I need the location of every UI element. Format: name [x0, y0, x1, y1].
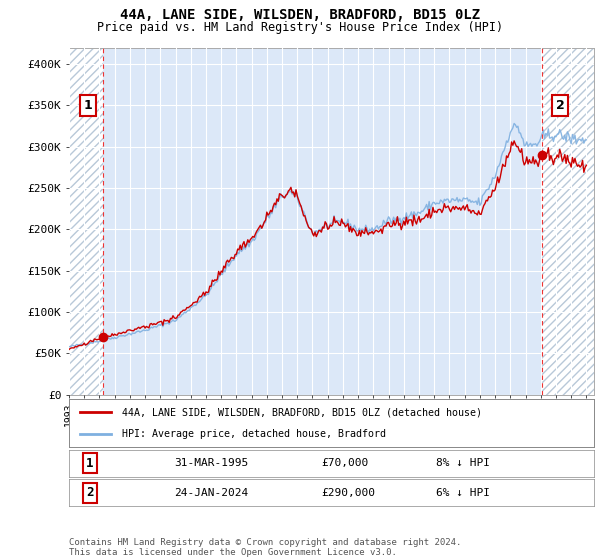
Text: 2: 2: [86, 486, 94, 500]
Text: £70,000: £70,000: [321, 458, 368, 468]
Text: 8% ↓ HPI: 8% ↓ HPI: [437, 458, 491, 468]
Bar: [542, 48, 594, 395]
Text: 6% ↓ HPI: 6% ↓ HPI: [437, 488, 491, 498]
Text: 1: 1: [86, 456, 94, 470]
Text: 24-JAN-2024: 24-JAN-2024: [174, 488, 248, 498]
Text: 44A, LANE SIDE, WILSDEN, BRADFORD, BD15 0LZ (detached house): 44A, LANE SIDE, WILSDEN, BRADFORD, BD15 …: [121, 407, 482, 417]
Text: Contains HM Land Registry data © Crown copyright and database right 2024.
This d: Contains HM Land Registry data © Crown c…: [69, 538, 461, 557]
Text: Price paid vs. HM Land Registry's House Price Index (HPI): Price paid vs. HM Land Registry's House …: [97, 21, 503, 34]
Text: £290,000: £290,000: [321, 488, 375, 498]
Text: 31-MAR-1995: 31-MAR-1995: [174, 458, 248, 468]
Text: HPI: Average price, detached house, Bradford: HPI: Average price, detached house, Brad…: [121, 429, 386, 439]
Text: 2: 2: [556, 99, 565, 112]
Bar: [69, 48, 103, 395]
Text: 44A, LANE SIDE, WILSDEN, BRADFORD, BD15 0LZ: 44A, LANE SIDE, WILSDEN, BRADFORD, BD15 …: [120, 8, 480, 22]
Text: 1: 1: [83, 99, 92, 112]
